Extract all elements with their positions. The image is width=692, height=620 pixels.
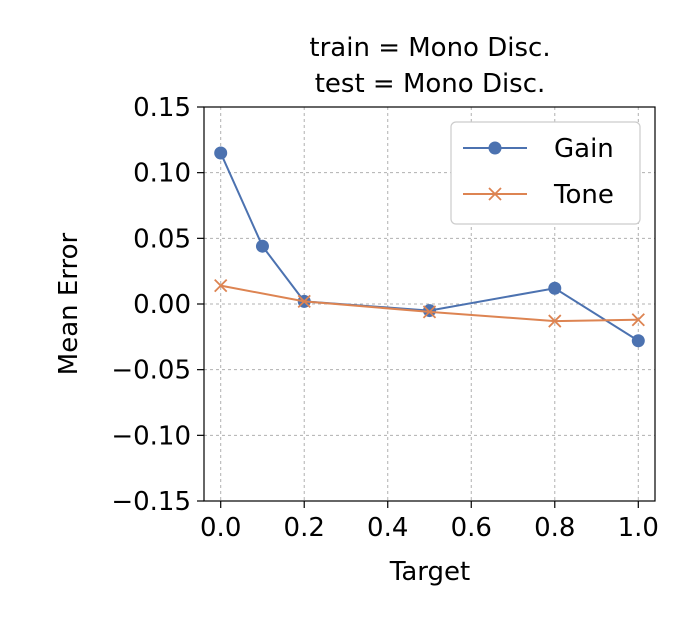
x-tick-label: 0.0	[200, 513, 241, 543]
y-tick-label: −0.05	[111, 356, 191, 386]
legend-marker	[488, 141, 502, 155]
y-axis-ticks: 0.15 0.10 0.05 0.00 −0.05 −0.10 −0.15	[111, 93, 204, 517]
plot-frame	[203, 106, 656, 502]
data-point-tone	[631, 313, 645, 327]
x-tick-label: 0.2	[284, 513, 325, 543]
data-point-gain	[214, 146, 228, 160]
x-tick-label: 0.8	[534, 513, 575, 543]
data-point-tone	[214, 278, 228, 293]
x-tick-label: 0.6	[451, 513, 492, 543]
data-point-tone	[548, 314, 562, 328]
series-tone	[214, 278, 645, 328]
data-point-gain	[548, 281, 562, 295]
y-tick-label: −0.15	[111, 487, 191, 517]
data-point-gain	[423, 304, 436, 318]
y-tick-label: −0.10	[111, 421, 191, 451]
data-point-tone	[422, 305, 437, 319]
legend-marker	[488, 187, 502, 201]
plot-series	[214, 146, 645, 348]
x-axis-label: Target	[389, 557, 470, 587]
chart-subtitle: test = Mono Disc.	[315, 69, 546, 99]
y-tick-label: 0.10	[133, 159, 191, 189]
legend-item-gain: Gain	[463, 134, 614, 164]
x-tick-label: 0.4	[367, 513, 408, 543]
data-point-tone	[297, 294, 311, 309]
legend-item-tone: Tone	[463, 180, 614, 210]
y-tick-label: 0.05	[133, 224, 191, 254]
legend: Gain Tone	[450, 121, 641, 225]
legend-label: Gain	[554, 134, 614, 164]
legend-label: Tone	[553, 180, 614, 210]
x-tick-label: 1.0	[618, 513, 659, 543]
chart-title: train = Mono Disc.	[309, 33, 550, 63]
data-point-gain	[631, 334, 645, 348]
y-tick-label: 0.00	[133, 290, 191, 320]
y-tick-label: 0.15	[133, 93, 191, 123]
y-axis-label: Mean Error	[54, 232, 84, 375]
data-point-gain	[255, 239, 269, 253]
x-axis-ticks: 0.0 0.2 0.4 0.6 0.8 1.0	[200, 501, 659, 543]
